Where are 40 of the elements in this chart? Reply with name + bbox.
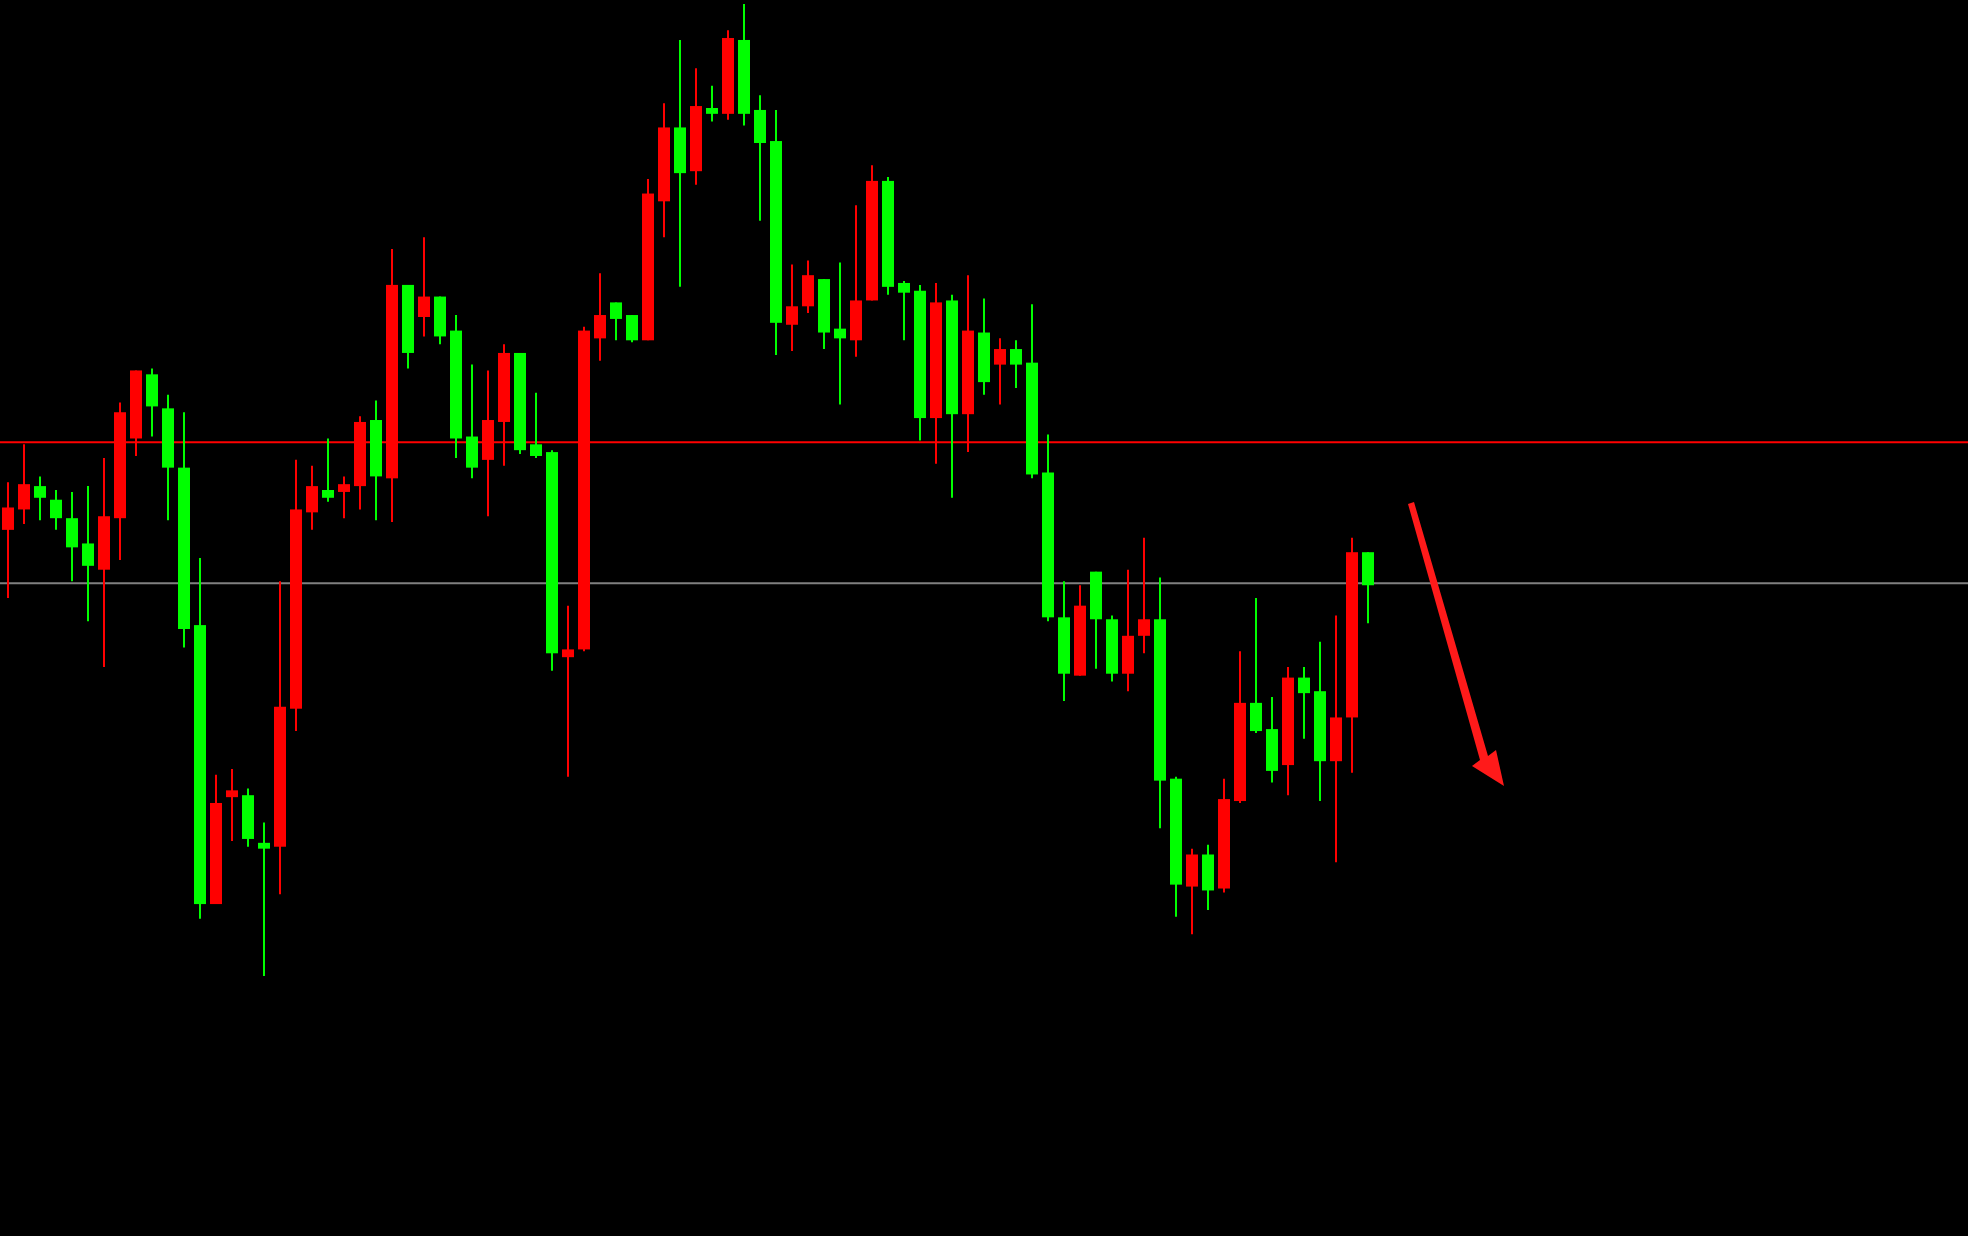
candlestick (1298, 665, 1310, 740)
candlestick (1010, 339, 1022, 389)
candlestick (994, 337, 1006, 406)
candlestick (1122, 568, 1134, 693)
candlestick (674, 38, 686, 288)
candlestick (466, 363, 478, 480)
candlestick (82, 485, 94, 623)
candlestick (322, 437, 334, 503)
candlestick (754, 94, 766, 222)
candlestick (626, 314, 638, 344)
candlestick (802, 259, 814, 315)
candlestick (434, 295, 446, 346)
candlestick (242, 787, 254, 848)
candlestick (1186, 847, 1198, 936)
candlestick (1138, 536, 1150, 655)
candlestick (594, 272, 606, 362)
candlestick (850, 204, 862, 358)
candlestick (258, 821, 270, 977)
candlestick (786, 263, 798, 352)
candlestick (34, 475, 46, 522)
candlestick (338, 475, 350, 520)
candlestick (562, 604, 574, 778)
candlestick (1362, 551, 1374, 625)
candlestick (306, 464, 318, 531)
candlestick (226, 767, 238, 842)
candlestick (1202, 843, 1214, 911)
candlestick (66, 490, 78, 583)
candlestick (1266, 696, 1278, 784)
candlestick (706, 84, 718, 123)
candlestick (610, 301, 622, 342)
candlestick (898, 280, 910, 342)
candlestick (1090, 570, 1102, 670)
candlestick (1250, 596, 1262, 734)
candlestick (1330, 614, 1342, 864)
candlestick (530, 391, 542, 459)
candlestick (834, 261, 846, 406)
candlestick (2, 481, 14, 599)
candlestick (50, 489, 62, 531)
candlestick (146, 367, 158, 438)
candlestick (418, 236, 430, 338)
